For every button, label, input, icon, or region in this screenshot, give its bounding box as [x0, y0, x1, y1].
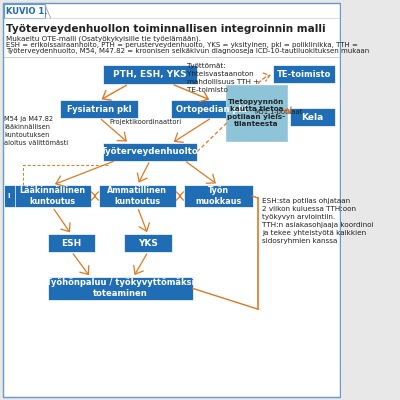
FancyBboxPatch shape: [184, 185, 253, 208]
Text: Lääkinnällinen
kuntoutus: Lääkinnällinen kuntoutus: [19, 186, 86, 206]
Text: Ortopedian pkl: Ortopedian pkl: [176, 105, 247, 114]
Text: Työhönpaluu / työkyvyttömäksi
toteaminen: Työhönpaluu / työkyvyttömäksi toteaminen: [46, 278, 195, 298]
FancyBboxPatch shape: [290, 108, 335, 126]
FancyBboxPatch shape: [60, 100, 138, 118]
FancyBboxPatch shape: [273, 66, 335, 83]
FancyBboxPatch shape: [171, 100, 253, 118]
Text: Ammatillinen
kuntoutus: Ammatillinen kuntoutus: [108, 186, 168, 206]
Text: Mukaeltu OTE-malli (Osatyökykyisille tie työelämään).: Mukaeltu OTE-malli (Osatyökykyisille tie…: [6, 35, 200, 42]
Text: Kela: Kela: [302, 112, 324, 122]
Text: Työn
muokkaus: Työn muokkaus: [195, 186, 241, 206]
FancyBboxPatch shape: [4, 185, 14, 208]
FancyBboxPatch shape: [103, 143, 197, 161]
Text: Työttömät:
Yhteisvastaanoton
mahdollisuus TTH +
TE-toimisto: Työttömät: Yhteisvastaanoton mahdollisuu…: [187, 63, 259, 93]
FancyBboxPatch shape: [14, 185, 91, 208]
Text: TE-toimisto: TE-toimisto: [277, 70, 331, 79]
Text: ESH: ESH: [62, 239, 82, 248]
FancyBboxPatch shape: [99, 185, 176, 208]
Text: I: I: [8, 193, 10, 199]
Text: ESH:sta potilas ohjataan
2 viikon kuluessa TTH:oon
työkyvyn arviointiin.
TTH:n a: ESH:sta potilas ohjataan 2 viikon kulues…: [262, 198, 374, 244]
FancyBboxPatch shape: [48, 277, 193, 300]
Text: Projektikoordinaattori: Projektikoordinaattori: [110, 118, 182, 124]
Text: ESH = erikoissairaanhoito, PTH = perusterveydenhuolto, YKS = yksityinen, pkl = p: ESH = erikoissairaanhoito, PTH = peruste…: [6, 42, 358, 48]
Text: M54 ja M47.82
lääkinnällisen
kuntoutuksen
aloitus välittömästi: M54 ja M47.82 lääkinnällisen kuntoutukse…: [4, 116, 68, 146]
Text: YKS: YKS: [138, 239, 158, 248]
FancyBboxPatch shape: [226, 85, 287, 141]
Text: Fysiatrian pkl: Fysiatrian pkl: [67, 105, 132, 114]
FancyBboxPatch shape: [124, 234, 172, 252]
FancyBboxPatch shape: [103, 66, 197, 84]
FancyBboxPatch shape: [4, 4, 45, 18]
Text: Tietopyynnön
kautta tietoa
potilaan yleis-
tilanteesta: Tietopyynnön kautta tietoa potilaan ylei…: [227, 99, 286, 127]
Text: KUVIO 1.: KUVIO 1.: [6, 7, 47, 16]
Text: M51.1-potilaat: M51.1-potilaat: [255, 109, 303, 115]
Text: Työterveydenhuolto, M54, M47.82 = kroonisen selkäkivun diagnooseja ICD-10-tautil: Työterveydenhuolto, M54, M47.82 = krooni…: [6, 48, 369, 54]
Text: Työterveydenhuollon toiminnallisen integroinnin malli: Työterveydenhuollon toiminnallisen integ…: [6, 24, 325, 34]
Text: PTH, ESH, YKS: PTH, ESH, YKS: [113, 70, 187, 79]
Text: Työterveydenhuolto: Työterveydenhuolto: [101, 147, 199, 156]
FancyBboxPatch shape: [48, 234, 95, 252]
FancyBboxPatch shape: [3, 3, 340, 397]
